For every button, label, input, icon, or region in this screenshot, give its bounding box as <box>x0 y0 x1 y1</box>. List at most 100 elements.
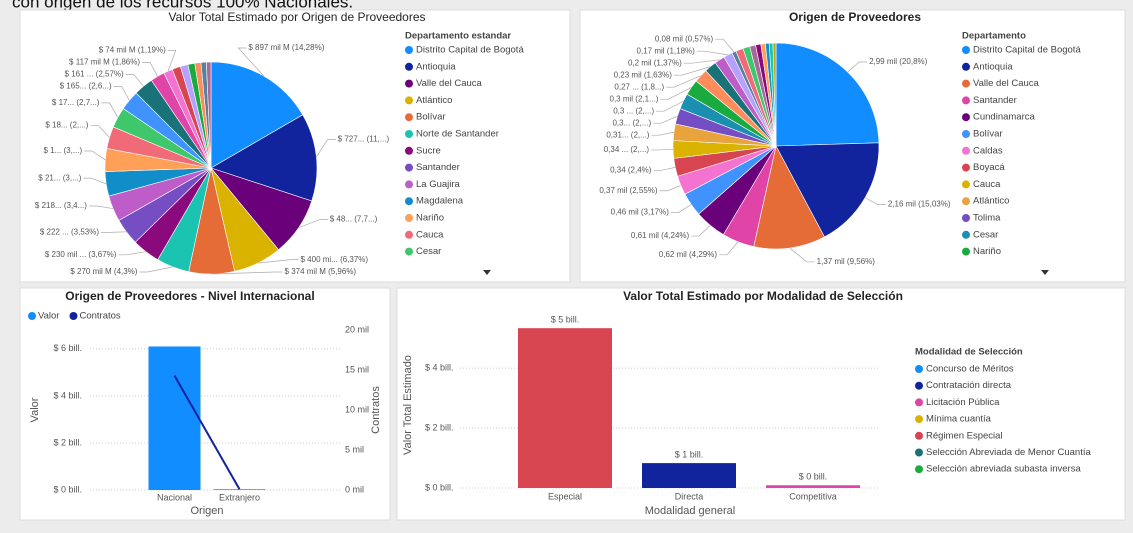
data-label: $ 117 mil M (1,86%) <box>69 57 140 66</box>
legend-marker <box>405 197 413 206</box>
data-label: $ 230 mil ... (3,67%) <box>45 250 117 259</box>
data-label: 0,3... (2,...) <box>612 118 651 127</box>
data-label: 0,17 mil (1,18%) <box>637 46 696 55</box>
legend-marker <box>962 113 970 122</box>
legend-label: Valle del Cauca <box>973 78 1040 89</box>
data-label: $ 270 mil M (4,3%) <box>70 267 137 276</box>
leader-line <box>237 47 265 77</box>
leader-line <box>719 241 739 256</box>
y-tick-label: $ 2 bill. <box>53 437 82 447</box>
data-label: $ 0 bill. <box>799 471 828 481</box>
data-label: 0,3 mil (2,1...) <box>610 94 659 103</box>
legend-marker <box>915 415 923 424</box>
legend-label: Nariño <box>973 246 1001 257</box>
leader-line <box>653 115 678 124</box>
legend-marker <box>405 214 413 222</box>
data-label: $ 21... (3,...) <box>38 173 81 182</box>
legend-label: Concurso de Méritos <box>926 364 1014 375</box>
leader-line <box>167 50 177 72</box>
legend-marker <box>405 113 413 122</box>
legend-label: Distrito Capital de Bogotá <box>973 45 1081 56</box>
x-tick-label: Nacional <box>157 492 192 502</box>
leader-line <box>125 74 144 87</box>
chart-title: Valor Total Estimado por Origen de Prove… <box>168 10 425 24</box>
leader-line <box>673 66 711 76</box>
legend-marker <box>405 46 413 54</box>
legend-label: Sucre <box>416 145 441 156</box>
legend-marker <box>69 312 78 320</box>
x-tick-label: Competitiva <box>789 491 837 501</box>
legend-label: Selección abreviada subasta inversa <box>926 464 1081 475</box>
legend-marker <box>405 130 413 138</box>
legend-label: Régimen Especial <box>926 430 1003 441</box>
data-label: 2,16 mil (15,03%) <box>888 200 951 209</box>
leader-line <box>298 219 328 229</box>
legend-label: Cauca <box>973 179 1001 190</box>
bar-segment <box>642 463 736 488</box>
x-tick-label: Extranjero <box>219 492 260 502</box>
bar-segment <box>766 485 860 488</box>
legend-marker <box>405 180 413 189</box>
legend-marker <box>405 230 413 239</box>
chart-title: Origen de Proveedores <box>789 10 921 24</box>
y-tick-label: $ 4 bill. <box>53 390 82 400</box>
legend-label: Santander <box>973 95 1017 106</box>
leader-line <box>666 75 701 88</box>
x-axis-title: Modalidad general <box>645 505 736 517</box>
legend-label: Boyacá <box>973 162 1005 173</box>
legend-label: Valor <box>38 311 59 322</box>
data-label: $ 374 mil M (5,96%) <box>285 267 357 276</box>
legend-label: Mínima cuantía <box>926 414 992 425</box>
x-tick-label: Directa <box>675 491 704 501</box>
y-tick-label: $ 0 bill. <box>53 484 82 494</box>
leader-line <box>656 100 684 112</box>
leader-line <box>653 167 676 171</box>
leader-line <box>316 139 336 158</box>
legend-label: Licitación Pública <box>926 397 1000 408</box>
legend-marker <box>915 431 923 440</box>
pie-slice <box>210 114 318 202</box>
legend-marker <box>962 163 970 172</box>
pie-slice <box>210 61 304 169</box>
legend-marker <box>915 448 923 457</box>
legend-marker <box>915 381 923 390</box>
data-label: 0,62 mil (4,29%) <box>659 250 718 259</box>
chart-title: Origen de Proveedores - Nivel Internacio… <box>65 289 314 303</box>
x-tick-label: Especial <box>548 491 582 501</box>
leader-line <box>113 86 130 101</box>
leader-line <box>847 61 868 73</box>
leader-line <box>101 102 119 118</box>
legend-marker <box>962 197 970 206</box>
data-label: 1,37 mil (9,56%) <box>817 257 876 266</box>
panel <box>19 287 391 521</box>
leader-line <box>864 197 886 205</box>
legend-marker <box>962 62 970 71</box>
legend-marker <box>405 79 413 88</box>
data-label: 0,34 ... (2,...) <box>604 145 650 154</box>
leader-line <box>139 266 173 273</box>
legend-label: Cesar <box>416 246 441 257</box>
y-tick-label: $ 4 bill. <box>425 362 454 372</box>
leader-line <box>211 271 283 275</box>
legend-marker <box>962 79 970 88</box>
bar <box>213 489 266 490</box>
y2-tick-label: 10 mil <box>345 404 369 414</box>
legend-label: Caldas <box>973 145 1003 156</box>
bar-segment <box>518 328 612 488</box>
leader-line <box>90 125 110 138</box>
scroll-arrow[interactable] <box>1041 270 1049 275</box>
scroll-arrow[interactable] <box>483 270 491 275</box>
pie-slice <box>775 42 880 147</box>
data-label: 0,34 (2,4%) <box>610 165 652 174</box>
legend-label: Tolima <box>973 213 1001 224</box>
data-label: 0,31... (2,...) <box>606 130 649 139</box>
y-axis-title: Valor <box>29 397 41 422</box>
legend-marker <box>405 146 413 155</box>
data-label: $ 48... (7,7...) <box>330 215 378 224</box>
data-label: $ 222 ... (3,53%) <box>40 227 99 236</box>
legend-marker <box>28 312 36 320</box>
legend-label: Antioquia <box>973 61 1013 72</box>
data-label: 0,46 mil (3,17%) <box>611 208 670 217</box>
data-label: 0,23 mil (1,63%) <box>614 70 673 79</box>
y2-tick-label: 15 mil <box>345 364 369 374</box>
